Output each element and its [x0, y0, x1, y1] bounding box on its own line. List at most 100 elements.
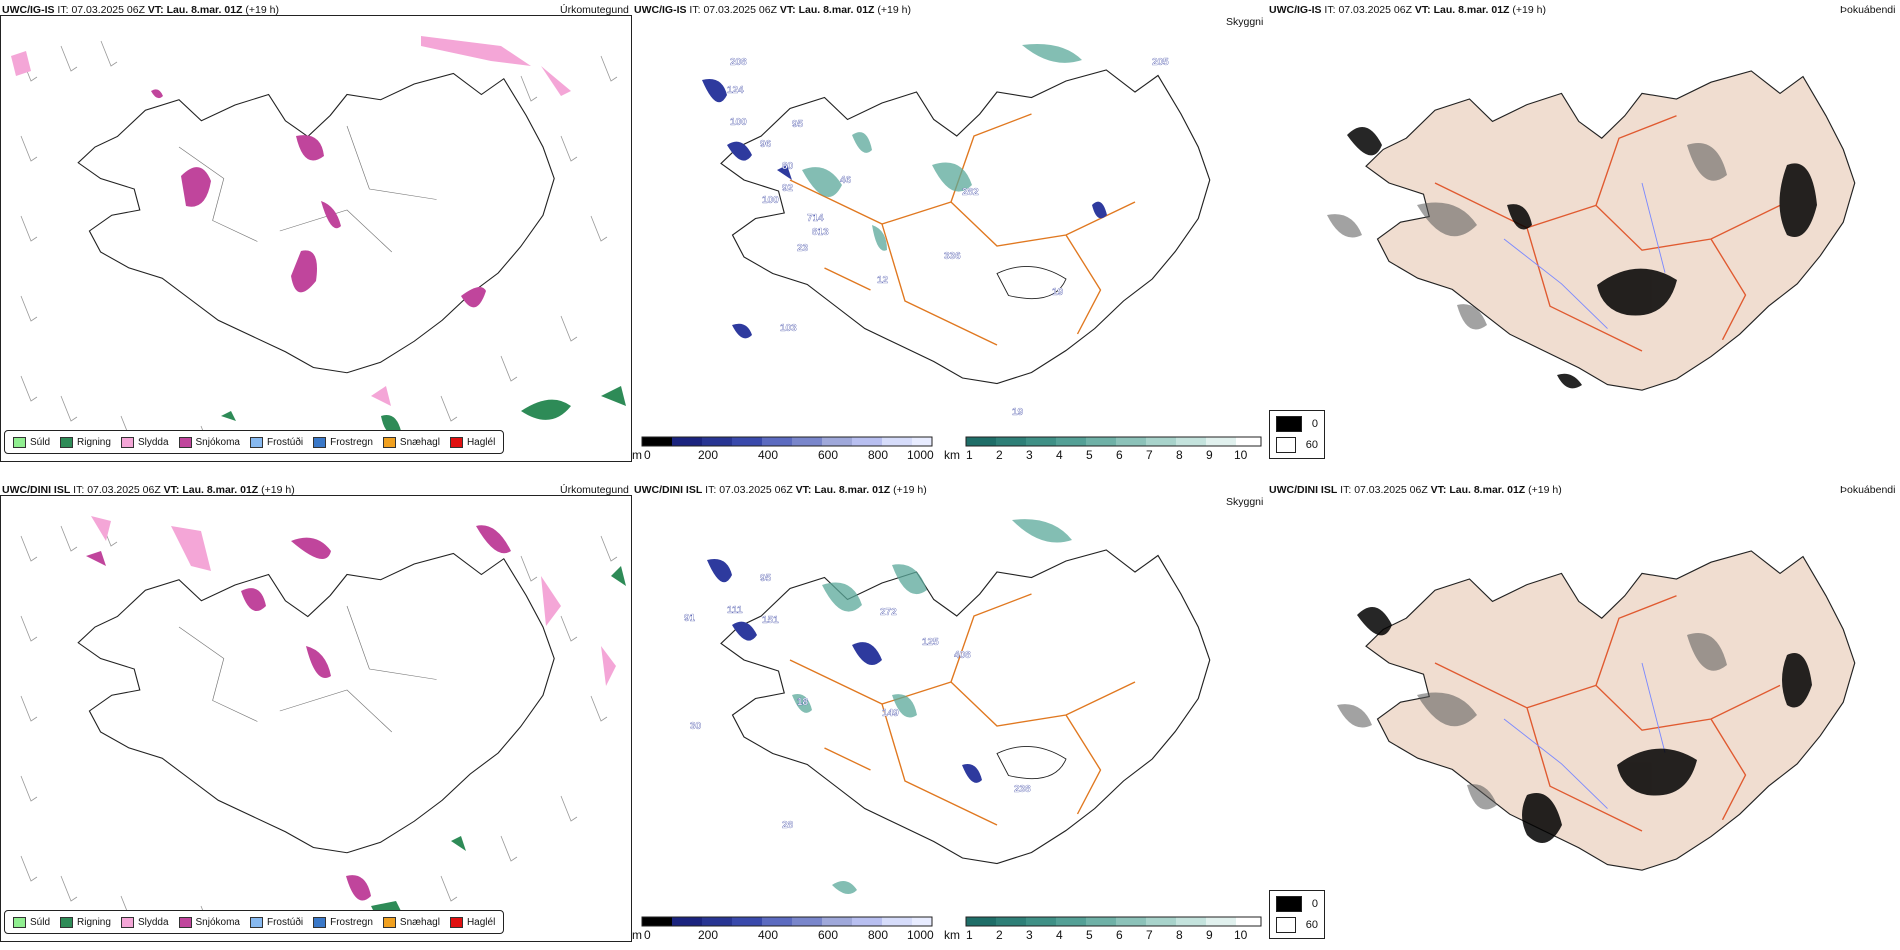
fog-legend-item: 0: [1276, 416, 1318, 432]
vis-label: 80: [782, 161, 794, 172]
cbar-tick: 6: [1116, 928, 1123, 942]
vis-label: 125: [922, 637, 939, 648]
precip-legend: Súld Rigning Slydda Snjókoma Frostúði Fr…: [4, 430, 505, 454]
cbar-tick: 5: [1086, 448, 1093, 462]
vis-label: 111: [727, 605, 743, 616]
fog-map[interactable]: [1267, 25, 1897, 445]
legend-item: Snjókoma: [178, 436, 240, 448]
visibility-labels: 91 95 111 151 272 149 408 238 28 30 125 …: [684, 573, 1031, 831]
cbar-tick: 8: [1176, 448, 1183, 462]
km-colorbar-gradient: [965, 436, 1262, 447]
fog-panel-bottom: UWC/DINI ISL IT: 07.03.2025 06Z VT: Lau.…: [1267, 480, 1900, 950]
panel-header: UWC/IG-IS IT: 07.03.2025 06Z VT: Lau. 8.…: [634, 4, 911, 16]
panel-title: Skyggni: [1226, 16, 1264, 28]
vis-label: 19: [1052, 287, 1064, 298]
vis-label: 208: [730, 57, 747, 68]
legend-item: Slydda: [120, 436, 169, 448]
cbar-tick: 1000: [907, 448, 934, 462]
cbar-tick: 1: [966, 448, 973, 462]
cbar-unit: km: [944, 448, 960, 462]
km-colorbar: km 1 2 3 4 5 6 7 8 9 10: [944, 436, 1264, 466]
panel-title: Úrkomutegund: [560, 4, 629, 16]
vis-label: 30: [690, 721, 702, 732]
visibility-map[interactable]: 208 124 100 95 96 80 92 100 714 813 23 1…: [632, 25, 1262, 425]
panel-title: Þokuábendi: [1840, 484, 1896, 496]
vis-label: 238: [1014, 784, 1031, 795]
vis-label: 100: [762, 195, 779, 206]
vis-label: 272: [880, 607, 897, 618]
fog-map[interactable]: [1267, 505, 1897, 925]
cbar-tick: 2: [996, 448, 1003, 462]
vis-label: 92: [782, 183, 794, 194]
cbar-tick: 7: [1146, 448, 1153, 462]
snow-areas: [86, 525, 511, 901]
cbar-tick: 400: [758, 928, 779, 942]
cbar-unit: m: [632, 448, 642, 462]
legend-item: Frostúði: [249, 436, 303, 448]
vis-label: 408: [954, 650, 971, 661]
panel-header: UWC/IG-IS IT: 07.03.2025 06Z VT: Lau. 8.…: [2, 4, 279, 16]
vis-label: 46: [840, 175, 852, 186]
cbar-tick: 600: [818, 928, 839, 942]
panel-title: Skyggni: [1226, 496, 1264, 508]
row1: UWC/IG-IS IT: 07.03.2025 06Z VT: Lau. 8.…: [0, 0, 1900, 470]
visibility-low: [702, 79, 1107, 339]
cbar-tick: 3: [1026, 448, 1033, 462]
vis-label: 151: [762, 615, 779, 626]
legend-item: Rigning: [60, 436, 111, 448]
vis-label: 91: [684, 613, 696, 624]
visibility-medium: [802, 44, 1082, 251]
fog-legend: 0 60: [1269, 890, 1325, 939]
cbar-tick: 1000: [907, 928, 934, 942]
cbar-tick: 10: [1234, 448, 1248, 462]
cbar-tick: 1: [966, 928, 973, 942]
rain-areas: [221, 386, 626, 434]
legend-item: Frostúði: [249, 916, 303, 928]
visibility-low: [707, 559, 982, 783]
m-colorbar-gradient: [641, 436, 933, 447]
legend-item: Haglél: [449, 916, 495, 928]
vis-label: 124: [727, 85, 744, 96]
cbar-tick: 400: [758, 448, 779, 462]
visibility-map[interactable]: 91 95 111 151 272 149 408 238 28 30 125 …: [632, 505, 1262, 905]
m-colorbar: m 0 200 400 600 800 1000: [632, 436, 937, 466]
cbar-tick: 4: [1056, 928, 1063, 942]
cbar-tick: 200: [698, 928, 719, 942]
precip-legend: Súld Rigning Slydda Snjókoma Frostúði Fr…: [4, 910, 505, 934]
cbar-tick: 4: [1056, 448, 1063, 462]
panel-title: Þokuábendi: [1840, 4, 1896, 16]
cbar-tick: 0: [644, 448, 651, 462]
sleet-areas: [11, 36, 571, 406]
legend-item: Súld: [13, 916, 50, 928]
fog-panel-top: UWC/IG-IS IT: 07.03.2025 06Z VT: Lau. 8.…: [1267, 0, 1900, 470]
cbar-tick: 9: [1206, 448, 1213, 462]
sleet-areas: [91, 516, 616, 686]
fog-moderate: [1337, 633, 1727, 810]
legend-item: Slydda: [120, 916, 169, 928]
legend-item: Snæhagl: [382, 436, 440, 448]
legend-item: Súld: [13, 436, 50, 448]
cbar-tick: 6: [1116, 448, 1123, 462]
snow-areas: [151, 89, 486, 308]
fog-dense: [1347, 127, 1817, 389]
panel-header: UWC/IG-IS IT: 07.03.2025 06Z VT: Lau. 8.…: [1269, 4, 1546, 16]
cbar-tick: 2: [996, 928, 1003, 942]
legend-item: Rigning: [60, 916, 111, 928]
precip-map[interactable]: [0, 495, 632, 942]
legend-item: Snjókoma: [178, 916, 240, 928]
vis-label: 813: [812, 227, 829, 238]
visibility-medium: [792, 519, 1072, 894]
vis-label: 19: [1012, 407, 1024, 418]
legend-item: Snæhagl: [382, 916, 440, 928]
fog-legend: 0 60: [1269, 410, 1325, 459]
vis-label: 18: [797, 697, 809, 708]
legend-item: Frostregn: [313, 436, 373, 448]
vis-label: 95: [760, 573, 772, 584]
fog-legend-item: 60: [1276, 917, 1318, 933]
cbar-tick: 10: [1234, 928, 1248, 942]
panel-header: UWC/DINI ISL IT: 07.03.2025 06Z VT: Lau.…: [1269, 484, 1562, 496]
cbar-tick: 5: [1086, 928, 1093, 942]
cbar-tick: 0: [644, 928, 651, 942]
precip-map[interactable]: [0, 15, 632, 462]
fog-legend-item: 0: [1276, 896, 1318, 912]
